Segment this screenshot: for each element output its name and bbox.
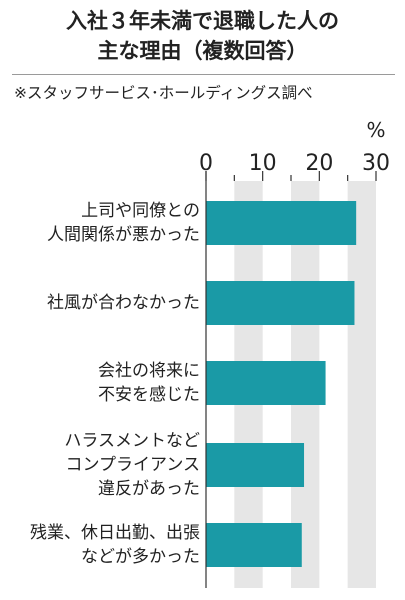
- category-label-line: 会社の将来に: [98, 361, 200, 381]
- category-label-line: コンプライアンス: [65, 455, 200, 475]
- category-label: 上司や同僚との人間関係が悪かった: [0, 199, 200, 247]
- tick-label: 30: [362, 151, 390, 176]
- category-label-line: 上司や同僚との: [81, 201, 200, 221]
- bar: [206, 281, 355, 325]
- category-label: 会社の将来に 不安を感じた: [0, 359, 200, 407]
- unit-label: %: [366, 118, 385, 142]
- bar: [206, 523, 302, 567]
- title-line-1: 入社３年未満で退職した人の: [66, 9, 339, 33]
- title-divider: [12, 74, 395, 75]
- category-label-line: 違反があった: [98, 479, 200, 499]
- tick-label: 20: [305, 151, 333, 176]
- category-label: 社風が合わなかった: [0, 291, 200, 315]
- title-line-2: 主な理由（複数回答）: [97, 39, 308, 63]
- category-label: 残業、休日出勤、出張などが多かった: [0, 521, 200, 569]
- category-label-line: 不安を感じた: [98, 385, 200, 405]
- source-note: ※スタッフサービス･ホールディングス調べ: [14, 84, 313, 102]
- chart-title: 入社３年未満で退職した人の 主な理由（複数回答）: [0, 6, 405, 66]
- category-label-line: 人間関係が悪かった: [47, 225, 200, 245]
- category-label: ハラスメントなど コンプライアンス違反があった: [0, 429, 200, 501]
- category-label-line: 社風が合わなかった: [47, 293, 200, 313]
- bar: [206, 361, 326, 405]
- bar: [206, 443, 305, 487]
- category-label-line: ハラスメントなど: [64, 431, 200, 451]
- category-label-line: などが多かった: [81, 547, 200, 567]
- bar: [206, 201, 357, 245]
- grid-band: [347, 181, 376, 588]
- tick-label: 10: [249, 151, 277, 176]
- tick-label: 0: [199, 151, 213, 176]
- category-label-line: 残業、休日出勤、出張: [30, 523, 200, 543]
